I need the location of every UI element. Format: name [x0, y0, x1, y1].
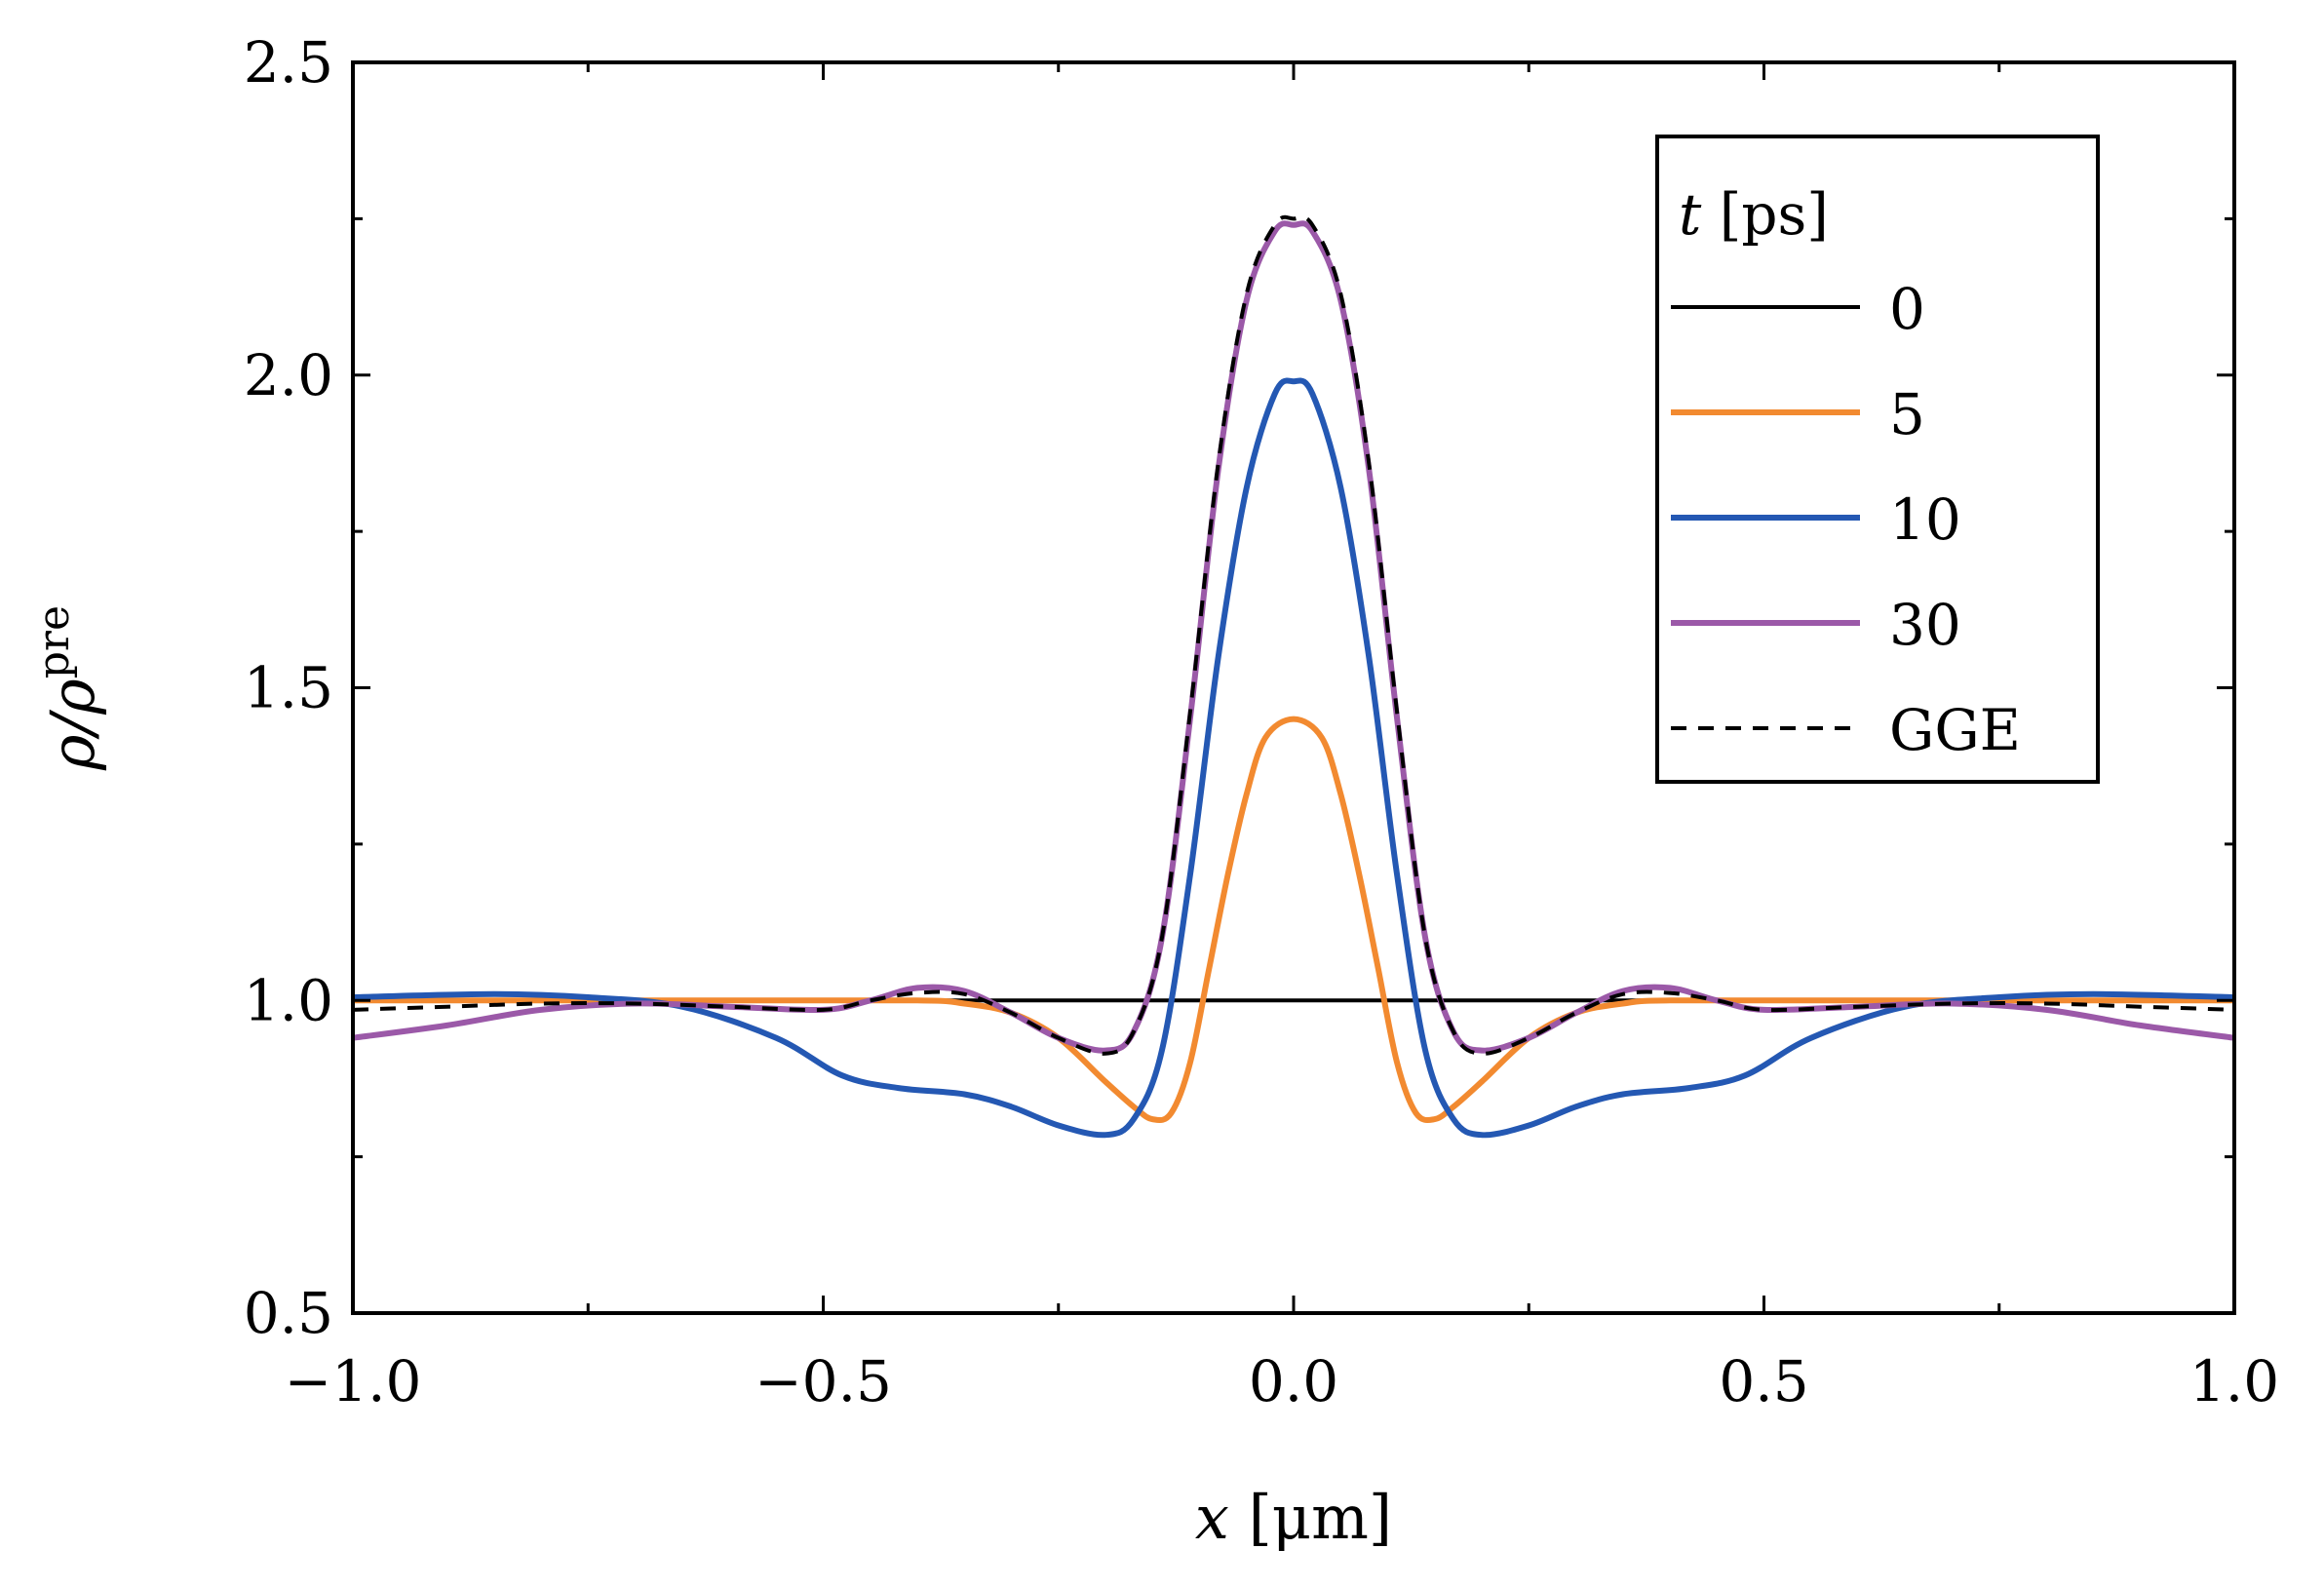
- x-tick-label: 0.0: [1249, 1348, 1338, 1414]
- y-axis-label: ρ/ρpre: [29, 605, 108, 771]
- legend-label: 30: [1889, 592, 1961, 658]
- y-tick-label: 1.0: [244, 967, 333, 1033]
- y-axis-label-main: ρ/ρ: [37, 678, 108, 771]
- y-tick-label: 0.5: [244, 1280, 333, 1346]
- x-tick-label: −1.0: [285, 1348, 422, 1414]
- y-axis-label-superscript: pre: [29, 605, 79, 678]
- axis-tick-labels: −1.0 −0.5 0.0 0.5 1.0 0.5 1.0 1.5 2.0 2.5: [244, 29, 2279, 1414]
- legend-entry-5: 5: [1671, 381, 1925, 447]
- plot-series-group: [353, 214, 2234, 1139]
- y-tick-label: 2.5: [244, 29, 333, 96]
- legend: t [ps] 0 5 10 30 GGE: [1655, 135, 2100, 784]
- legend-entries: 0 5 10 30 GGE: [1671, 276, 2021, 763]
- series-line-gge: [353, 214, 2234, 1056]
- legend-title-var: t: [1679, 181, 1702, 248]
- x-axis-label: x [μm]: [1195, 1482, 1392, 1553]
- legend-entry-10: 10: [1671, 486, 1961, 553]
- x-axis-label-unit: [μm]: [1229, 1482, 1392, 1553]
- x-tick-label: −0.5: [755, 1348, 892, 1414]
- legend-entry-30: 30: [1671, 592, 1961, 658]
- x-tick-label: 1.0: [2189, 1348, 2279, 1414]
- legend-entry-gge: GGE: [1671, 697, 2021, 763]
- legend-label: 10: [1889, 486, 1961, 553]
- y-tick-label: 2.0: [244, 342, 333, 408]
- legend-label: 0: [1889, 276, 1925, 342]
- legend-title: t [ps]: [1679, 181, 1829, 248]
- legend-entry-0: 0: [1671, 276, 1925, 342]
- legend-label: GGE: [1889, 697, 2021, 763]
- axis-ticks: [351, 60, 2236, 1315]
- series-line-10: [353, 377, 2234, 1139]
- legend-label: 5: [1889, 381, 1925, 447]
- y-tick-label: 1.5: [244, 655, 333, 721]
- x-tick-label: 0.5: [1719, 1348, 1808, 1414]
- x-axis-label-var: x: [1195, 1482, 1229, 1553]
- legend-title-unit: [ps]: [1701, 181, 1829, 248]
- legend-box: [1655, 135, 2100, 784]
